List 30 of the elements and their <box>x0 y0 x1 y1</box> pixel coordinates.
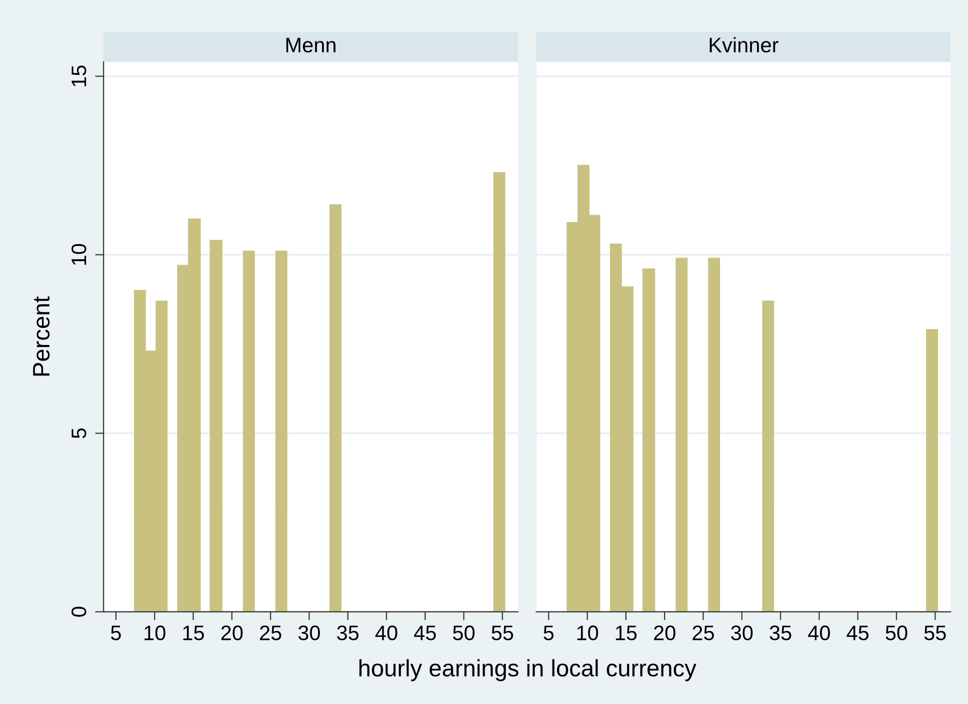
x-tick-label: 25 <box>692 626 714 640</box>
x-tick-label: 55 <box>924 626 946 640</box>
x-tick-label: 40 <box>808 626 830 640</box>
y-tick-label: 5 <box>72 428 86 438</box>
x-tick-label: 45 <box>846 626 869 640</box>
y-tick-label: 10 <box>72 244 86 265</box>
chart-title: Kvinner <box>710 37 778 52</box>
x-tick-label: 50 <box>886 626 908 640</box>
x-tick-label: 45 <box>414 626 436 640</box>
x-tick-label: 25 <box>260 626 282 640</box>
x-tick-label: 35 <box>337 626 359 640</box>
x-tick-label: 10 <box>144 626 166 640</box>
x-tick-label: 10 <box>577 626 598 640</box>
y-tick-label: 15 <box>72 66 86 86</box>
x-tick-label: 5 <box>544 626 554 640</box>
x-tick-label: 20 <box>221 626 243 640</box>
x-tick-label: 20 <box>654 626 676 640</box>
x-tick-label: 50 <box>453 626 475 640</box>
x-tick-label: 55 <box>492 626 514 640</box>
chart-title: Menn <box>286 38 336 52</box>
x-tick-label: 15 <box>616 626 637 640</box>
x-axis-title: hourly earnings in local currency <box>359 659 696 682</box>
y-axis-title: Percent <box>33 296 50 376</box>
x-tick-label: 35 <box>770 626 792 640</box>
x-tick-label: 30 <box>298 626 320 640</box>
x-tick-label: 30 <box>731 626 753 640</box>
x-tick-label: 40 <box>375 626 398 640</box>
x-tick-label: 5 <box>110 626 121 640</box>
y-tick-label: 0 <box>72 606 86 617</box>
x-tick-label: 15 <box>183 626 204 640</box>
